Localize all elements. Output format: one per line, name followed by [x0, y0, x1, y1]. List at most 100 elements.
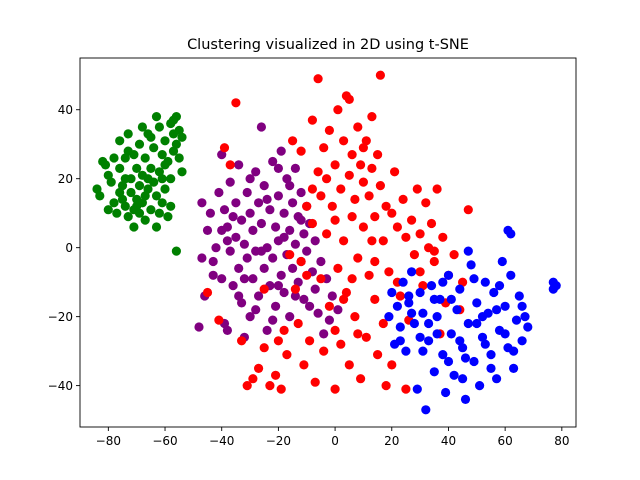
chart-title: Clustering visualized in 2D using t-SNE: [187, 37, 469, 53]
scatter-point-series-3-6: [401, 346, 411, 356]
scatter-point-series-0-66: [129, 222, 139, 232]
scatter-point-series-3-77: [517, 301, 527, 311]
scatter-point-series-1-36: [256, 122, 266, 132]
scatter-point-series-3-17: [432, 312, 442, 322]
scatter-point-series-2-28: [316, 274, 326, 284]
scatter-point-series-3-34: [480, 277, 490, 287]
scatter-point-series-2-100: [273, 336, 283, 346]
scatter-point-series-1-91: [256, 246, 266, 256]
scatter-point-series-1-73: [310, 284, 320, 294]
scatter-point-series-2-83: [415, 229, 425, 239]
scatter-point-series-1-94: [222, 236, 232, 246]
scatter-point-series-3-33: [477, 332, 488, 342]
scatter-point-series-1-34: [254, 291, 264, 301]
scatter-point-series-1-46: [271, 301, 281, 311]
scatter-point-series-2-45: [344, 170, 354, 180]
scatter-point-series-2-52: [353, 253, 363, 263]
scatter-point-series-3-65: [500, 329, 510, 339]
scatter-point-series-1-25: [242, 187, 252, 198]
scatter-point-series-2-77: [398, 194, 408, 204]
scatter-point-series-1-43: [268, 156, 278, 167]
scatter-point-series-2-96: [458, 277, 468, 287]
scatter-point-series-2-25: [310, 377, 320, 387]
scatter-point-series-2-99: [381, 381, 391, 391]
scatter-point-series-3-32: [475, 381, 485, 391]
scatter-point-series-3-30: [469, 356, 479, 367]
y-tick-label-3: 20: [58, 172, 73, 186]
scatter-point-series-1-52: [279, 287, 289, 298]
scatter-point-series-0-7: [112, 208, 122, 218]
scatter-point-series-3-76: [472, 318, 482, 329]
scatter-point-series-0-69: [134, 208, 145, 218]
scatter-point-series-1-96: [239, 274, 249, 284]
scatter-point-series-1-83: [251, 305, 261, 315]
scatter-point-series-1-17: [231, 232, 241, 242]
scatter-point-series-2-114: [296, 256, 306, 267]
scatter-point-series-1-15: [225, 177, 235, 187]
scatter-point-series-2-103: [358, 143, 368, 153]
scatter-point-series-2-82: [412, 184, 422, 194]
scatter-point-series-3-3: [392, 301, 402, 311]
scatter-point-series-2-36: [330, 384, 340, 394]
scatter-point-series-3-37: [489, 287, 499, 298]
scatter-point-series-1-98: [273, 163, 283, 173]
scatter-point-series-2-37: [333, 105, 343, 115]
scatter-point-series-3-40: [497, 256, 507, 267]
scatter-point-series-0-37: [154, 122, 164, 132]
scatter-point-series-1-8: [217, 274, 227, 284]
scatter-point-series-3-62: [418, 346, 428, 356]
scatter-point-series-1-58: [288, 263, 298, 273]
y-tick-label-0: −40: [48, 379, 73, 393]
x-tick-label-2: −40: [209, 434, 234, 448]
scatter-point-series-3-79: [429, 294, 439, 304]
scatter-point-series-1-21: [237, 215, 247, 225]
scatter-point-series-2-4: [231, 98, 241, 108]
scatter-point-series-0-71: [157, 174, 167, 184]
x-tick-label-7: 60: [498, 434, 513, 448]
scatter-point-series-0-43: [163, 212, 173, 222]
scatter-point-series-1-88: [245, 174, 255, 184]
scatter-point-series-0-53: [177, 167, 187, 177]
scatter-point-series-2-78: [401, 232, 411, 242]
scatter-point-series-3-47: [517, 336, 527, 346]
scatter-point-series-2-91: [438, 232, 448, 242]
scatter-point-series-2-101: [302, 270, 312, 280]
scatter-point-series-0-61: [137, 122, 147, 132]
scatter-point-series-0-17: [126, 187, 136, 198]
scatter-point-series-2-84: [418, 281, 428, 291]
scatter-point-series-0-45: [166, 174, 176, 184]
scatter-point-series-1-5: [208, 256, 218, 267]
scatter-point-series-0-67: [120, 174, 130, 184]
scatter-point-series-0-54: [132, 201, 142, 211]
scatter-point-series-2-68: [375, 70, 385, 80]
scatter-point-series-0-49: [171, 246, 181, 256]
scatter-point-series-1-61: [293, 277, 303, 287]
scatter-point-series-0-55: [140, 191, 150, 201]
x-tick-label-0: −80: [96, 434, 121, 448]
scatter-point-series-3-69: [446, 294, 456, 304]
scatter-point-series-2-16: [288, 136, 298, 146]
scatter-point-series-0-68: [143, 174, 153, 184]
scatter-point-series-1-1: [197, 253, 207, 263]
x-tick-label-3: −20: [266, 434, 291, 448]
scatter-point-series-2-64: [370, 212, 380, 222]
scatter-point-series-3-38: [492, 374, 502, 384]
scatter-point-series-1-78: [324, 315, 334, 325]
scatter-point-series-0-31: [146, 163, 156, 173]
scatter-point-series-2-3: [225, 160, 235, 170]
scatter-point-series-1-57: [288, 198, 298, 208]
scatter-point-series-2-102: [330, 325, 340, 335]
scatter-point-series-2-40: [336, 339, 346, 349]
scatter-point-series-0-9: [115, 136, 125, 146]
scatter-point-series-2-11: [271, 370, 281, 380]
scatter-point-series-3-44: [508, 363, 519, 373]
scatter-point-series-2-110: [316, 191, 326, 201]
scatter-point-series-0-8: [115, 163, 125, 173]
scatter-point-series-1-6: [211, 243, 221, 253]
scatter-point-series-3-15: [426, 281, 437, 291]
scatter-point-series-1-81: [194, 322, 204, 332]
scatter-point-series-2-94: [449, 250, 459, 260]
scatter-point-series-2-108: [415, 267, 425, 277]
scatter-point-series-1-27: [245, 208, 255, 218]
scatter-point-series-0-10: [117, 181, 128, 191]
